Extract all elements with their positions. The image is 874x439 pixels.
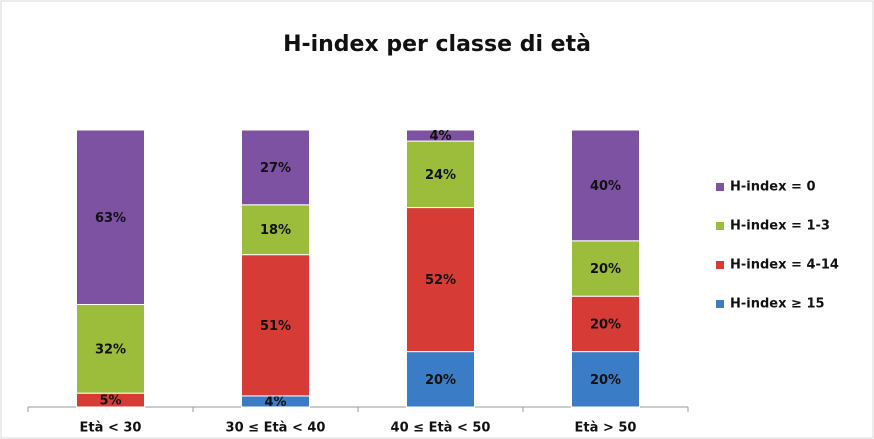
data-label: 24% <box>425 168 456 183</box>
data-label: 51% <box>260 319 291 334</box>
bar-segment <box>241 204 310 256</box>
data-label: 20% <box>590 317 621 332</box>
data-label: 27% <box>260 161 291 176</box>
data-label: 4% <box>429 129 451 144</box>
x-tick-label: 30 ≤ Età < 40 <box>226 421 326 436</box>
bar-segment <box>406 129 475 142</box>
x-tick-label: Età < 30 <box>80 421 142 436</box>
legend-label: H-index ≥ 15 <box>730 297 825 312</box>
legend-label: H-index = 4-14 <box>730 258 839 273</box>
x-tick-label: 40 ≤ Età < 50 <box>391 421 491 436</box>
data-label: 18% <box>260 223 291 238</box>
bar-segment <box>241 129 310 206</box>
data-label: 20% <box>590 373 621 388</box>
data-label: 5% <box>99 394 121 409</box>
chart-title: H-index per classe di età <box>283 32 591 57</box>
data-label: 40% <box>590 179 621 194</box>
legend-label: H-index = 0 <box>730 180 815 195</box>
data-label: 20% <box>425 373 456 388</box>
bar-segment <box>571 351 640 408</box>
bar-segment <box>76 129 145 306</box>
bar-segment <box>241 254 310 397</box>
legend-swatch <box>716 300 724 308</box>
legend-swatch <box>716 261 724 269</box>
data-label: 63% <box>95 211 126 226</box>
legend-swatch <box>716 222 724 230</box>
bar-segment <box>571 129 640 242</box>
x-tick-label: Età > 50 <box>575 421 637 436</box>
bar-segment <box>406 351 475 408</box>
data-label: 20% <box>590 262 621 277</box>
legend-swatch <box>716 183 724 191</box>
bar-segment <box>571 240 640 297</box>
legend-label: H-index = 1-3 <box>730 219 830 234</box>
bar-segment <box>76 304 145 394</box>
data-label: 32% <box>95 342 126 357</box>
data-label: 4% <box>264 395 286 410</box>
data-label: 52% <box>425 273 456 288</box>
bar-segment <box>571 295 640 353</box>
bar-segment <box>406 140 475 209</box>
